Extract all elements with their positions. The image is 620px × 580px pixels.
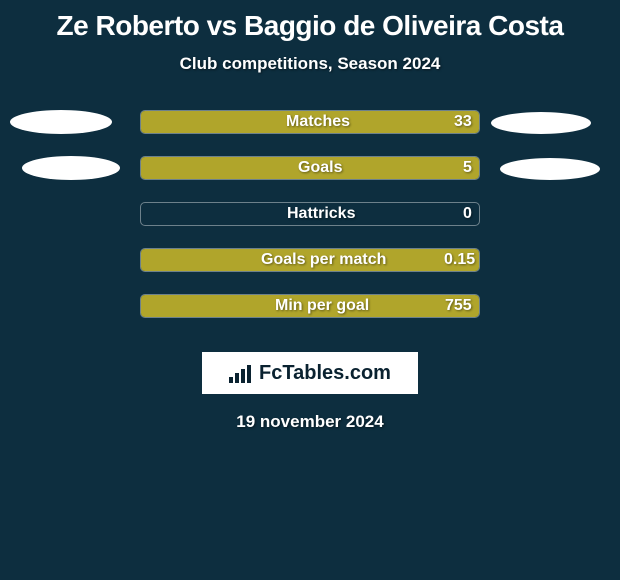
stat-label: Goals per match (261, 251, 386, 269)
stat-row: Matches 33 (0, 110, 620, 156)
stat-label: Min per goal (275, 297, 369, 315)
stat-value: 755 (445, 297, 472, 315)
stat-row: Hattricks 0 (0, 202, 620, 248)
stat-value: 5 (463, 159, 472, 177)
subtitle: Club competitions, Season 2024 (0, 54, 620, 74)
logo: FcTables.com (229, 362, 391, 385)
player-pill (500, 158, 600, 180)
stat-row: Goals 5 (0, 156, 620, 202)
stat-value: 0.15 (444, 251, 475, 269)
logo-box: FcTables.com (202, 352, 418, 394)
page-title: Ze Roberto vs Baggio de Oliveira Costa (0, 10, 620, 42)
player-pill (10, 110, 112, 134)
bars-icon (229, 363, 253, 383)
stat-value: 33 (454, 113, 472, 131)
player-pill (22, 156, 120, 180)
comparison-chart: Matches 33 Goals 5 Hattricks 0 Goals per match… (0, 110, 620, 340)
stat-row: Goals per match 0.15 (0, 248, 620, 294)
date-line: 19 november 2024 (0, 412, 620, 432)
stat-label: Hattricks (287, 205, 355, 223)
logo-text: FcTables.com (259, 362, 391, 385)
stat-label: Goals (298, 159, 342, 177)
stat-label: Matches (286, 113, 350, 131)
stat-value: 0 (463, 205, 472, 223)
stat-row: Min per goal 755 (0, 294, 620, 340)
player-pill (491, 112, 591, 134)
